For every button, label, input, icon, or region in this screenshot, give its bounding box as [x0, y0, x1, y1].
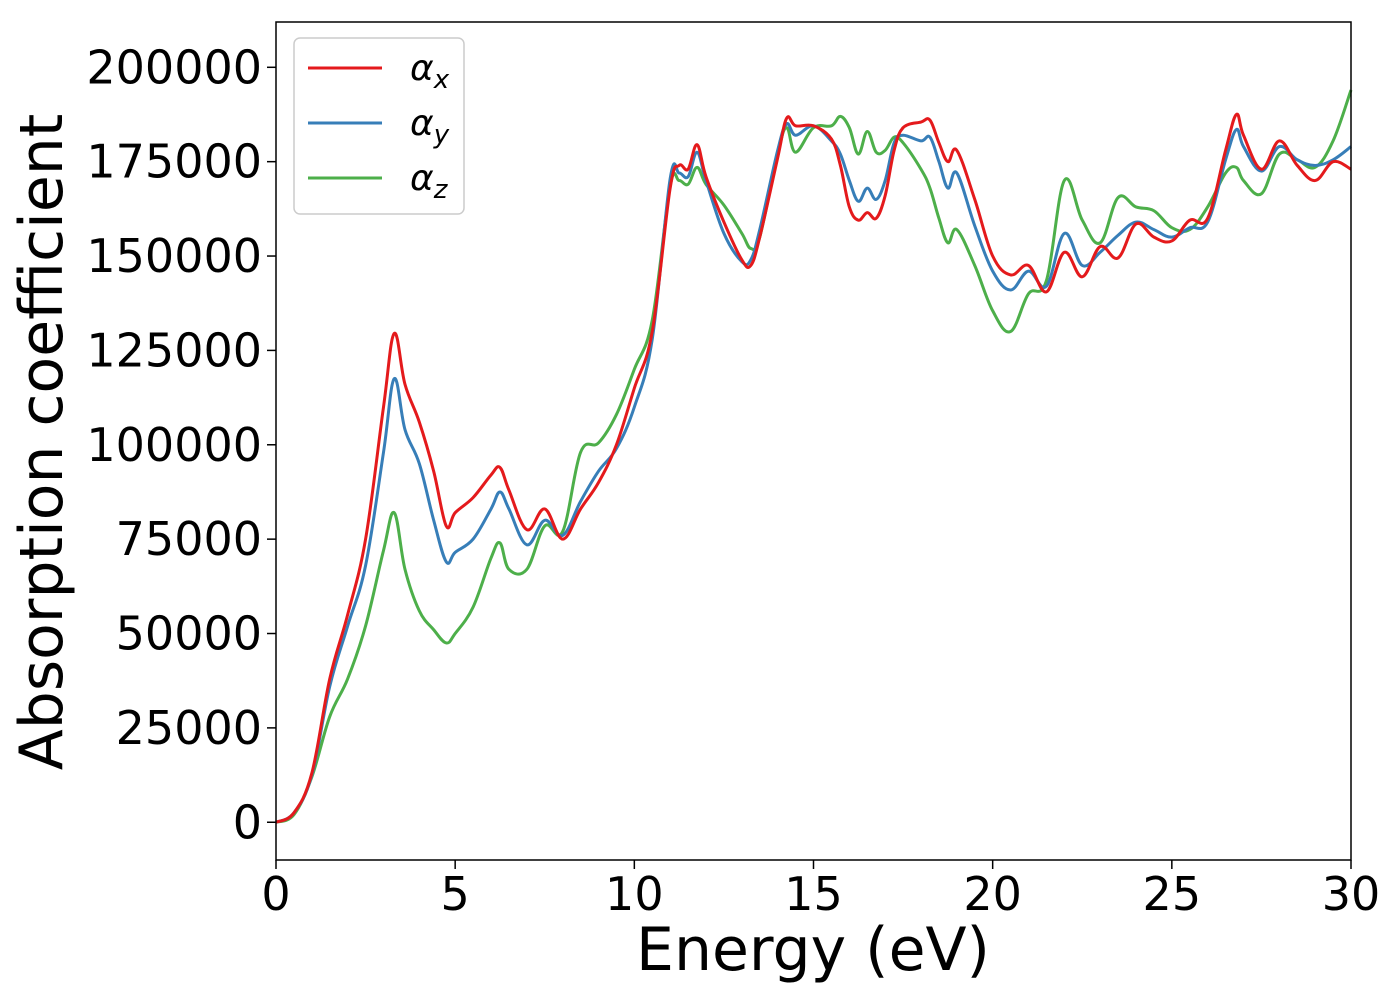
y-axis-label: Absorption coefficient: [7, 114, 77, 771]
series-line-alpha-z: [275, 89, 1353, 824]
y-tick-label: 100000: [86, 418, 262, 472]
x-tick-label: 0: [261, 867, 290, 921]
x-tick-label: 25: [1143, 867, 1202, 921]
y-tick-label: 200000: [86, 40, 262, 94]
y-tick-label: 50000: [116, 607, 262, 661]
x-tick-label: 15: [784, 867, 843, 921]
y-tick-label: 0: [233, 795, 262, 849]
legend-frame: [293, 37, 465, 215]
x-tick-label: 5: [441, 867, 470, 921]
series-layer: [275, 89, 1353, 824]
series-line-alpha-x: [275, 112, 1352, 824]
x-tick-label: 10: [605, 867, 664, 921]
legend: αx αy αz: [293, 37, 465, 215]
legend-label-alpha-y: αy: [410, 103, 450, 150]
series-line-alpha-y: [275, 122, 1352, 824]
y-tick-label: 125000: [86, 323, 262, 377]
x-tick-label: 30: [1322, 867, 1381, 921]
x-tick-label: 20: [963, 867, 1022, 921]
legend-label-alpha-x: αx: [410, 48, 450, 95]
x-axis-label: Energy (eV): [636, 915, 990, 985]
legend-label-alpha-z: αz: [410, 158, 449, 205]
y-tick-label: 150000: [86, 229, 262, 283]
axes-layer: 0 5 10 15 20 25 30 0 25000 50000 75000 100000 125000…: [86, 21, 1381, 921]
y-tick-label: 25000: [116, 701, 262, 755]
y-tick-label: 75000: [116, 512, 262, 566]
y-tick-label: 175000: [86, 135, 262, 189]
